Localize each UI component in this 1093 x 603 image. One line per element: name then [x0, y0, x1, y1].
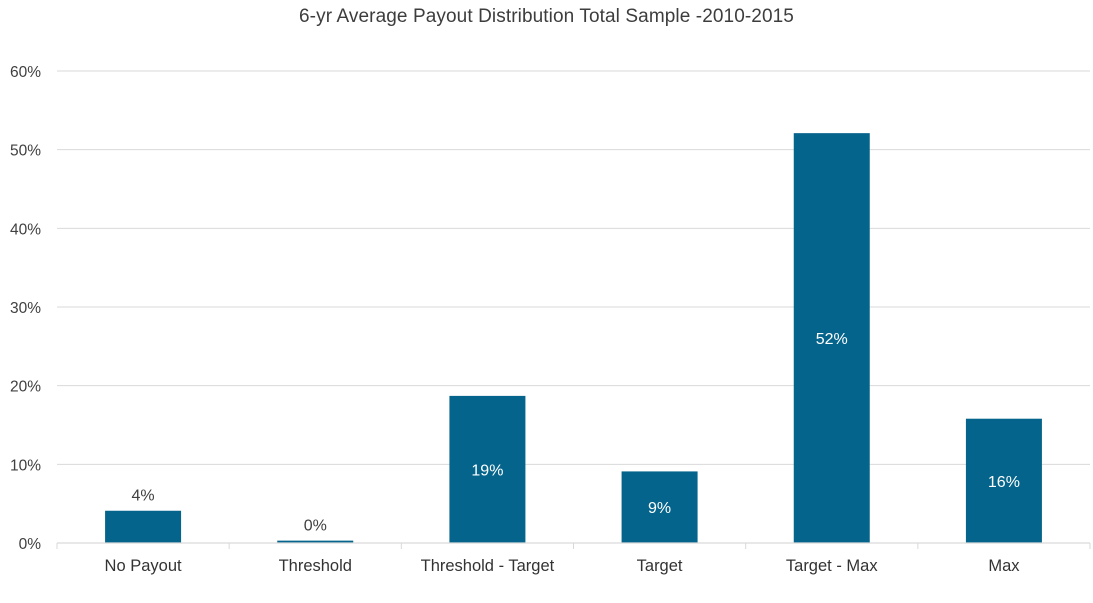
bar [793, 133, 870, 543]
x-tick-label: No Payout [105, 557, 182, 575]
bar [105, 510, 182, 543]
x-axis: No Payout Threshold Threshold - Target Targ… [56, 542, 1091, 575]
x-tick-label: Target - Max [786, 557, 878, 575]
data-label: 0% [304, 518, 327, 535]
data-label: 19% [471, 462, 503, 479]
bars [105, 133, 1042, 543]
x-tick-label: Threshold [279, 557, 352, 575]
data-label: 4% [132, 488, 155, 505]
bar [449, 395, 526, 543]
data-label: 16% [988, 474, 1020, 491]
y-tick-label: 20% [10, 379, 41, 396]
chart-title: 6-yr Average Payout Distribution Total S… [299, 6, 794, 27]
data-label: 9% [648, 500, 671, 517]
y-tick-label: 10% [10, 457, 41, 474]
y-axis-ticks: 0% 10% 20% 30% 40% 50% 60% [10, 64, 41, 553]
x-tick-label: Target [637, 557, 683, 575]
bar [621, 471, 698, 543]
bar [277, 540, 354, 543]
data-labels: 4% 0% 19% 9% 52% 16% [132, 331, 1020, 535]
bar [965, 418, 1042, 543]
y-tick-label: 30% [10, 300, 41, 317]
y-tick-label: 60% [10, 64, 41, 81]
y-tick-label: 50% [10, 143, 41, 160]
data-label: 52% [816, 331, 848, 348]
x-tick-label: Max [988, 557, 1020, 575]
x-tick-label: Threshold - Target [421, 557, 555, 575]
y-tick-label: 40% [10, 221, 41, 238]
y-tick-label: 0% [19, 536, 42, 553]
gridlines [57, 70, 1090, 465]
